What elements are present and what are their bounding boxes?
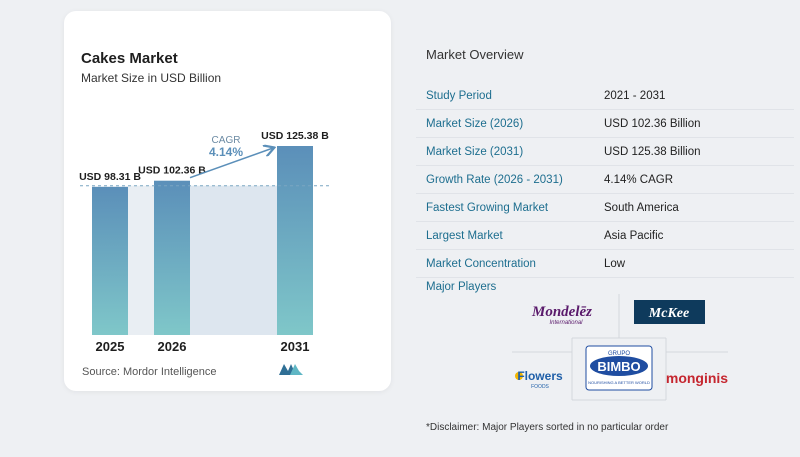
overview-value: Asia Pacific [604, 229, 664, 242]
bimbo-logo: GRUPO BIMBO NOURISHING A BETTER WORLD [585, 345, 653, 391]
source-label: Source: Mordor Intelligence [82, 366, 217, 378]
x-tick-2026: 2026 [158, 339, 187, 354]
bimbo-logo-tagline: NOURISHING A BETTER WORLD [588, 380, 650, 385]
overview-label: Study Period [426, 89, 492, 102]
overview-value: USD 102.36 Billion [604, 117, 701, 130]
disclaimer: *Disclaimer: Major Players sorted in no … [426, 422, 669, 433]
overview-value: South America [604, 201, 679, 214]
overview-row-growth-rate: Growth Rate (2026 - 2031) 4.14% CAGR [416, 166, 794, 194]
bar-2031 [277, 146, 313, 335]
overview-row-market-size-2031: Market Size (2031) USD 125.38 Billion [416, 138, 794, 166]
x-tick-2031: 2031 [281, 339, 310, 354]
mondelez-logo-text: Mondelēz [531, 304, 592, 320]
flowers-logo: Flowers FOODS [515, 369, 563, 390]
monginis-logo: monginis [666, 370, 728, 386]
overview-value: 2021 - 2031 [604, 89, 666, 102]
value-label-2025: USD 98.31 B [79, 171, 141, 183]
bar-2025 [92, 186, 128, 335]
mondelez-logo-sub: International [549, 320, 583, 326]
overview-row-study-period: Study Period 2021 - 2031 [416, 82, 794, 110]
overview-row-fastest-growing: Fastest Growing Market South America [416, 194, 794, 222]
overview-row-concentration: Market Concentration Low [416, 250, 794, 278]
gap-region [128, 185, 154, 335]
overview-value: USD 125.38 Billion [604, 145, 701, 158]
cagr-arrow [189, 148, 273, 179]
overview-label: Market Concentration [426, 257, 536, 270]
mordor-logo-icon [279, 364, 303, 375]
bimbo-logo-text: BIMBO [597, 359, 640, 374]
overview-row-largest-market: Largest Market Asia Pacific [416, 222, 794, 250]
chart-title: Cakes Market [81, 50, 178, 67]
monginis-logo-text: monginis [666, 370, 728, 386]
cagr-label: CAGR [212, 135, 241, 146]
overview-label: Fastest Growing Market [426, 201, 549, 214]
overview-label: Market Size (2031) [426, 145, 524, 158]
value-label-2026: USD 102.36 B [138, 165, 206, 177]
major-players-title: Major Players [426, 281, 497, 293]
bar-2026 [154, 180, 190, 335]
flowers-logo-sub: FOODS [531, 384, 549, 390]
flowers-logo-text: Flowers [517, 369, 563, 383]
cagr-value: 4.14% [209, 145, 243, 159]
market-overview-table: Study Period 2021 - 2031 Market Size (20… [416, 82, 794, 278]
x-tick-2025: 2025 [96, 339, 125, 354]
growth-region [190, 185, 277, 335]
mckee-logo: McKee [634, 300, 705, 324]
mondelez-logo: Mondelēz International [531, 304, 592, 326]
overview-value: 4.14% CAGR [604, 173, 674, 186]
chart-subtitle: Market Size in USD Billion [81, 71, 222, 85]
overview-row-market-size-2026: Market Size (2026) USD 102.36 Billion [416, 110, 794, 138]
bimbo-logo-sub: GRUPO [608, 351, 630, 357]
mckee-logo-text: McKee [648, 306, 689, 321]
overview-label: Growth Rate (2026 - 2031) [426, 173, 563, 186]
value-label-2031: USD 125.38 B [261, 130, 329, 142]
overview-label: Largest Market [426, 229, 503, 242]
overview-value: Low [604, 257, 626, 270]
overview-label: Market Size (2026) [426, 117, 524, 130]
market-overview-title: Market Overview [426, 47, 524, 62]
